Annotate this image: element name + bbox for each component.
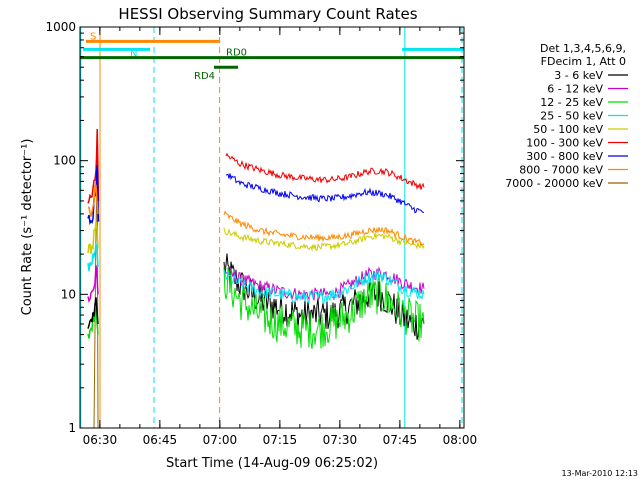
legend-header-line-1: Det 1,3,4,5,6,9,: [540, 42, 626, 55]
legend-label-3: 25 - 50 keV: [540, 110, 603, 123]
legend-label-7: 800 - 7000 keV: [519, 164, 603, 177]
series-line-7: [223, 210, 425, 247]
flag-label-4: RD4: [194, 71, 215, 82]
flag-label-1: N: [130, 48, 137, 59]
series-line-6: [225, 173, 424, 214]
pre-flare-line-5: [87, 265, 99, 303]
flag-label-0: S: [90, 31, 96, 42]
legend-header-line-2: FDecim 1, Att 0: [541, 55, 626, 68]
axes: 06:30 06:45 07:00 07:15 07:30 07:45 08:00 1 10 10…: [45, 20, 477, 447]
legend-label-2: 12 - 25 keV: [540, 96, 603, 109]
legend-label-4: 50 - 100 keV: [533, 123, 603, 136]
series-line-4: [223, 227, 425, 252]
y-axis-label: Count Rate (s⁻¹ detector⁻¹): [20, 139, 35, 316]
x-tick-label-4: 07:30: [323, 433, 358, 447]
pre-flare-line-4: [87, 244, 99, 272]
x-tick-label-6: 08:00: [443, 433, 478, 447]
legend-label-5: 100 - 300 keV: [526, 137, 603, 150]
flag-bars: S N RD0 RD4: [80, 31, 464, 82]
pre-flare-line-0: [87, 128, 100, 204]
y-tick-label-2: 100: [53, 154, 76, 168]
x-axis-label: Start Time (14-Aug-09 06:25:02): [166, 456, 378, 471]
legend-label-1: 6 - 12 keV: [547, 83, 603, 96]
pre-flare-line-7: [87, 297, 99, 329]
x-tick-label-1: 06:45: [143, 433, 178, 447]
legend-label-0: 3 - 6 keV: [554, 69, 603, 82]
legend: Det 1,3,4,5,6,9, FDecim 1, Att 0 3 - 6 k…: [505, 42, 628, 190]
series-line-2: [223, 266, 425, 349]
flag-label-3: RD0: [226, 48, 247, 59]
plot-frame: [79, 26, 465, 429]
series-line-5: [225, 152, 425, 191]
vertical-markers: [80, 27, 463, 428]
x-tick-label-2: 07:00: [203, 433, 238, 447]
y-tick-label-0: 1: [68, 421, 76, 435]
legend-label-6: 300 - 800 keV: [526, 150, 603, 163]
pre-flare-line-3: [87, 222, 99, 254]
series-lines: [87, 128, 425, 429]
x-tick-label-0: 06:30: [83, 433, 118, 447]
x-tick-label-5: 07:45: [383, 433, 418, 447]
timestamp: 13-Mar-2010 12:13: [562, 469, 639, 478]
y-tick-label-1: 10: [61, 287, 76, 301]
chart-title: HESSI Observing Summary Count Rates: [118, 5, 417, 23]
x-tick-label-3: 07:15: [263, 433, 298, 447]
y-tick-label-3: 1000: [45, 20, 76, 34]
series-line-3: [223, 269, 425, 304]
legend-label-8: 7000 - 20000 keV: [505, 177, 603, 190]
pre-flare-line-2: [87, 184, 99, 217]
